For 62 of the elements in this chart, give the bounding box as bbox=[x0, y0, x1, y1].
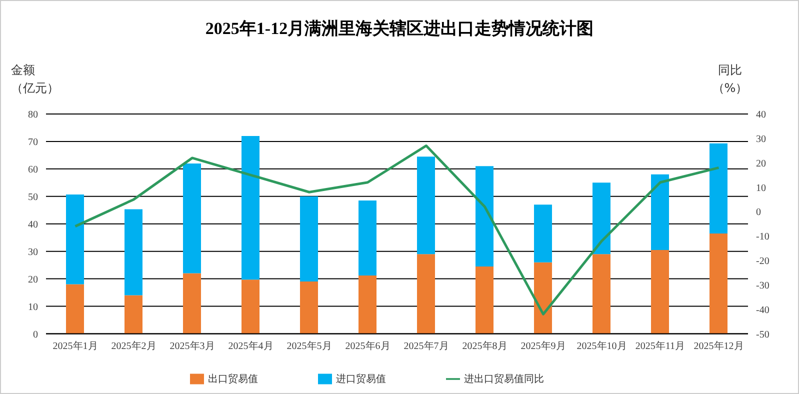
x-tick-label: 2025年7月 bbox=[404, 340, 449, 352]
y2-tick-label: 20 bbox=[756, 158, 766, 170]
x-tick-label: 2025年8月 bbox=[462, 340, 508, 352]
bar bbox=[710, 233, 728, 334]
x-tick-label: 2025年11月 bbox=[635, 340, 686, 352]
y-tick-label: 40 bbox=[28, 219, 38, 230]
x-tick-label: 2025年6月 bbox=[345, 340, 390, 352]
x-tick-label: 2025年9月 bbox=[520, 340, 566, 352]
y-tick-label: 60 bbox=[28, 164, 38, 176]
x-tick-label: 2025年4月 bbox=[228, 340, 274, 352]
bar bbox=[358, 276, 376, 334]
chart-title: 2025年1-12月满洲里海关辖区进出口走势情况统计图 bbox=[204, 18, 595, 40]
bar bbox=[124, 209, 142, 296]
y2-tick-label: -10 bbox=[756, 232, 770, 243]
legend-label: 出口贸易值 bbox=[208, 374, 258, 385]
x-tick-label: 2025年5月 bbox=[286, 340, 332, 352]
x-tick-label: 2025年2月 bbox=[111, 340, 156, 352]
bar bbox=[183, 163, 201, 274]
y2-tick-label: 0 bbox=[756, 207, 761, 218]
y-tick-label: 10 bbox=[28, 302, 38, 313]
y2-tick-label: 30 bbox=[756, 134, 766, 145]
bar bbox=[651, 250, 669, 334]
bar bbox=[300, 196, 318, 282]
bar bbox=[242, 136, 260, 280]
y-axis-title: 金额（亿元） bbox=[11, 62, 60, 97]
y2-tick-label: -50 bbox=[756, 329, 770, 340]
y2-tick-label: -20 bbox=[756, 256, 770, 268]
y-tick-label: 30 bbox=[28, 246, 38, 258]
x-tick-label: 2025年10月 bbox=[576, 340, 627, 352]
y-tick-label: 80 bbox=[28, 110, 38, 121]
bar bbox=[534, 204, 552, 262]
bar bbox=[476, 166, 494, 266]
bar bbox=[300, 282, 318, 334]
bar bbox=[651, 174, 669, 250]
bar bbox=[358, 200, 376, 276]
y2-tick-label: 10 bbox=[756, 182, 766, 194]
bar bbox=[592, 254, 610, 334]
y2-tick-label: -40 bbox=[756, 304, 770, 316]
bar bbox=[417, 156, 435, 254]
bar bbox=[534, 262, 552, 334]
bar bbox=[66, 284, 84, 334]
bar bbox=[476, 266, 494, 334]
y-tick-label: 0 bbox=[33, 329, 38, 340]
x-tick-label: 2025年3月 bbox=[170, 340, 215, 352]
y-tick-label: 70 bbox=[28, 137, 38, 148]
y2-axis-title: 同比（%） bbox=[711, 62, 749, 97]
bar bbox=[417, 254, 435, 334]
bar bbox=[710, 143, 728, 234]
bar bbox=[183, 273, 201, 334]
y2-tick-label: -30 bbox=[756, 280, 770, 292]
bar bbox=[66, 194, 84, 284]
bar bbox=[242, 280, 260, 334]
bar bbox=[124, 295, 142, 334]
y2-tick-label: 40 bbox=[756, 110, 766, 121]
legend-label: 进口贸易值 bbox=[336, 374, 386, 385]
x-tick-label: 2025年12月 bbox=[694, 340, 744, 352]
y-tick-label: 20 bbox=[28, 274, 38, 286]
x-tick-label: 2025年1月 bbox=[52, 340, 98, 352]
legend-label: 进出口贸易值同比 bbox=[464, 374, 544, 385]
bar bbox=[592, 182, 610, 254]
y-tick-label: 50 bbox=[28, 192, 38, 203]
line-series bbox=[74, 144, 720, 316]
